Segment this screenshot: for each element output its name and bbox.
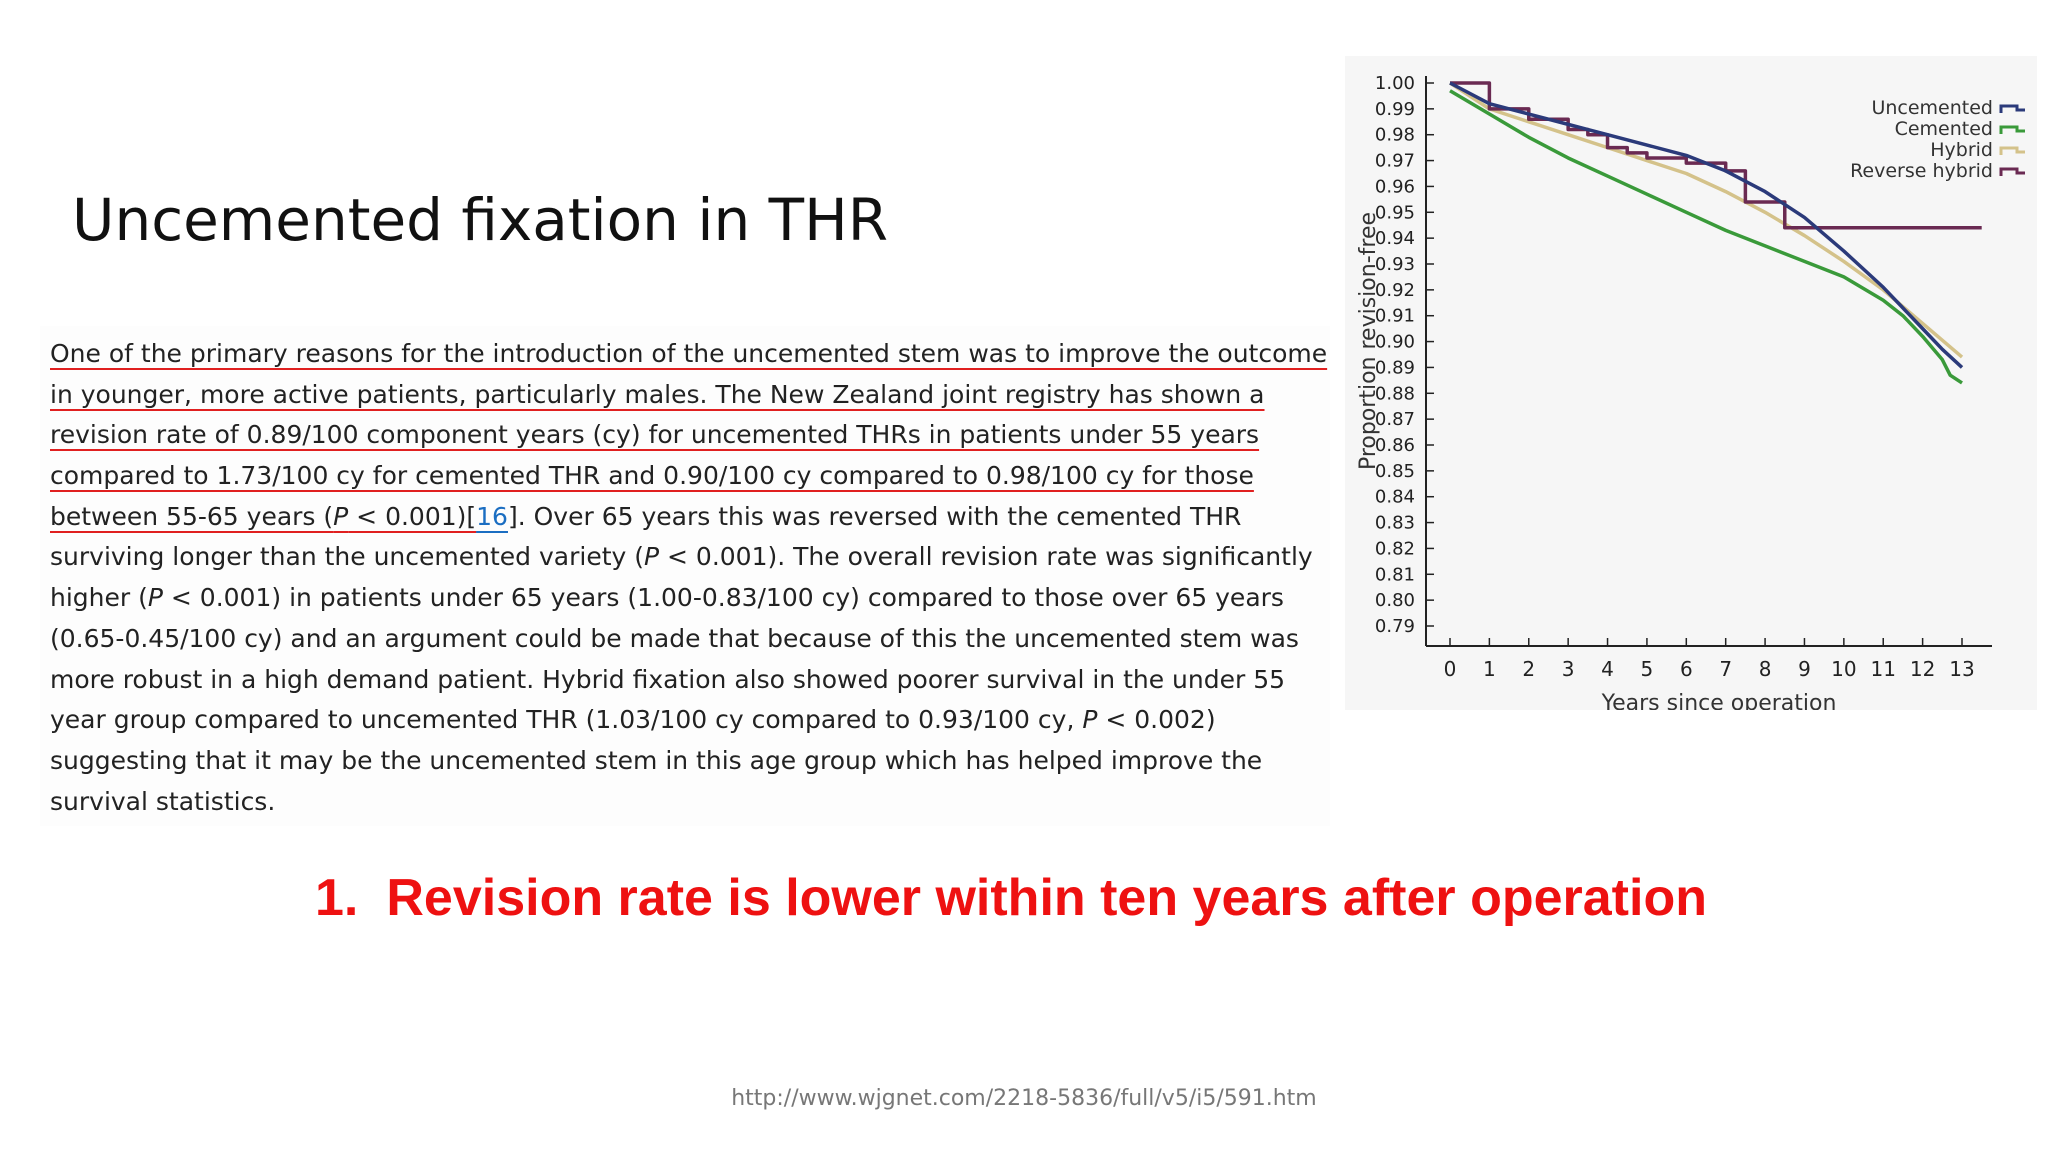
paragraph-line: higher (P < 0.001) in patients under 65 … bbox=[50, 578, 1340, 619]
legend-label: Uncemented bbox=[1871, 97, 1993, 119]
y-tick-label: 0.87 bbox=[1375, 409, 1415, 430]
survival-chart: 1.00 0.99 0.98 0.97 0.96 0.95 0.94 0.93 0.92 0.91… bbox=[1345, 56, 2037, 710]
underlined-segment: between 55-65 years (P < 0.001)[16 bbox=[50, 502, 508, 531]
text-segment: < 0.002) bbox=[1097, 705, 1216, 735]
paragraph-line: One of the primary reasons for the intro… bbox=[50, 339, 1328, 368]
paragraph-line: compared to 1.73/100 cy for cemented THR… bbox=[50, 461, 1254, 491]
y-tick-label: 0.83 bbox=[1375, 513, 1415, 534]
series-line-hybrid bbox=[1449, 81, 1964, 359]
paragraph-line: surviving longer than the uncemented var… bbox=[50, 537, 1340, 578]
conclusion-number: 1. bbox=[315, 869, 359, 927]
y-tick-label: 0.91 bbox=[1375, 306, 1415, 327]
p-value-symbol: P bbox=[644, 542, 660, 572]
y-tick-label: 0.82 bbox=[1375, 538, 1415, 559]
x-tick-label: 13 bbox=[1949, 657, 1974, 681]
x-tick-label: 6 bbox=[1680, 657, 1693, 681]
legend-swatch bbox=[1999, 104, 2025, 113]
p-value-symbol: P bbox=[147, 583, 163, 613]
p-value-symbol: P bbox=[1082, 705, 1098, 735]
series-line-reverse-hybrid bbox=[1450, 81, 1982, 230]
slide-title: Uncemented fixation in THR bbox=[72, 186, 888, 254]
legend-swatch bbox=[1999, 146, 2025, 155]
y-tick-label: 0.97 bbox=[1375, 151, 1415, 172]
survival-chart-svg: 1.00 0.99 0.98 0.97 0.96 0.95 0.94 0.93 0.92 0.91… bbox=[1356, 73, 2025, 710]
y-tick-label: 0.81 bbox=[1375, 564, 1415, 585]
text-segment: between 55-65 years ( bbox=[50, 501, 334, 531]
paragraph-line: year group compared to uncemented THR (1… bbox=[50, 700, 1340, 741]
y-tick-label: 0.96 bbox=[1375, 176, 1415, 197]
y-tick-label: 0.99 bbox=[1375, 99, 1415, 120]
text-segment: surviving longer than the uncemented var… bbox=[50, 542, 644, 572]
paragraph-line: survival statistics. bbox=[50, 786, 276, 816]
y-tick-label: 0.86 bbox=[1375, 435, 1415, 456]
y-tick-label: 0.79 bbox=[1375, 616, 1415, 637]
x-tick-label: 7 bbox=[1719, 657, 1732, 681]
x-tick-label: 8 bbox=[1759, 657, 1772, 681]
paragraph-line: more robust in a high demand patient. Hy… bbox=[50, 664, 1286, 694]
paragraph-line: revision rate of 0.89/100 component year… bbox=[50, 420, 1260, 450]
conclusion-text: Revision rate is lower within ten years … bbox=[386, 869, 1707, 927]
x-tick-label: 2 bbox=[1522, 657, 1535, 681]
text-segment: higher ( bbox=[50, 583, 148, 613]
x-axis-title: Years since operation bbox=[1601, 691, 1837, 710]
x-tick-label: 9 bbox=[1798, 657, 1811, 681]
y-tick-label: 0.93 bbox=[1375, 254, 1415, 275]
article-paragraph: One of the primary reasons for the intro… bbox=[50, 334, 1340, 822]
x-tick-label: 0 bbox=[1444, 657, 1457, 681]
y-tick-label: 0.98 bbox=[1375, 125, 1415, 146]
y-axis-title: Proportion revision-free bbox=[1356, 212, 1381, 470]
x-tick-label: 5 bbox=[1641, 657, 1654, 681]
y-tick-label: 0.89 bbox=[1375, 357, 1415, 378]
legend-label: Reverse hybrid bbox=[1850, 160, 1993, 182]
x-tick-label: 4 bbox=[1601, 657, 1614, 681]
text-segment: year group compared to uncemented THR (1… bbox=[50, 705, 1083, 735]
paragraph-line: (0.65-0.45/100 cy) and an argument could… bbox=[50, 623, 1299, 653]
x-tick-label: 1 bbox=[1483, 657, 1496, 681]
legend-swatch bbox=[1999, 167, 2025, 176]
y-tick-label: 0.80 bbox=[1375, 590, 1415, 611]
legend-label: Hybrid bbox=[1930, 139, 1993, 161]
text-segment: ]. Over 65 years this was reversed with … bbox=[507, 501, 1242, 531]
conclusion-point: 1. Revision rate is lower within ten year… bbox=[315, 868, 1707, 928]
paragraph-line: in younger, more active patients, partic… bbox=[50, 379, 1265, 409]
text-segment: < 0.001) in patients under 65 years (1.0… bbox=[162, 583, 1284, 613]
source-url: http://www.wjgnet.com/2218-5836/full/v5/… bbox=[731, 1086, 1317, 1111]
x-tick-label: 12 bbox=[1910, 657, 1935, 681]
paragraph-line: suggesting that it may be the uncemented… bbox=[50, 745, 1263, 775]
y-tick-label: 0.84 bbox=[1375, 487, 1415, 508]
article-excerpt: One of the primary reasons for the intro… bbox=[40, 326, 1330, 826]
text-segment: < 0.001). The overall revision rate was … bbox=[659, 542, 1313, 572]
reference-link[interactable]: 16 bbox=[476, 501, 508, 531]
legend-swatch bbox=[1999, 125, 2025, 134]
y-tick-label: 0.92 bbox=[1375, 280, 1415, 301]
x-tick-label: 11 bbox=[1871, 657, 1896, 681]
legend-label: Cemented bbox=[1895, 118, 1993, 140]
p-value-symbol: P bbox=[333, 501, 349, 531]
series-line-cemented bbox=[1449, 89, 1963, 385]
series-line-uncemented bbox=[1449, 81, 1964, 369]
x-tick-label: 3 bbox=[1562, 657, 1575, 681]
text-segment: < 0.001)[ bbox=[348, 501, 477, 531]
x-tick-label: 10 bbox=[1831, 657, 1856, 681]
y-tick-label: 0.88 bbox=[1375, 383, 1415, 404]
y-tick-label: 1.00 bbox=[1375, 73, 1415, 94]
y-tick-label: 0.95 bbox=[1375, 202, 1415, 223]
y-tick-label: 0.90 bbox=[1375, 332, 1415, 353]
paragraph-line: between 55-65 years (P < 0.001)[16]. Ove… bbox=[50, 497, 1340, 538]
y-tick-label: 0.85 bbox=[1375, 461, 1415, 482]
y-tick-label: 0.94 bbox=[1375, 228, 1415, 249]
